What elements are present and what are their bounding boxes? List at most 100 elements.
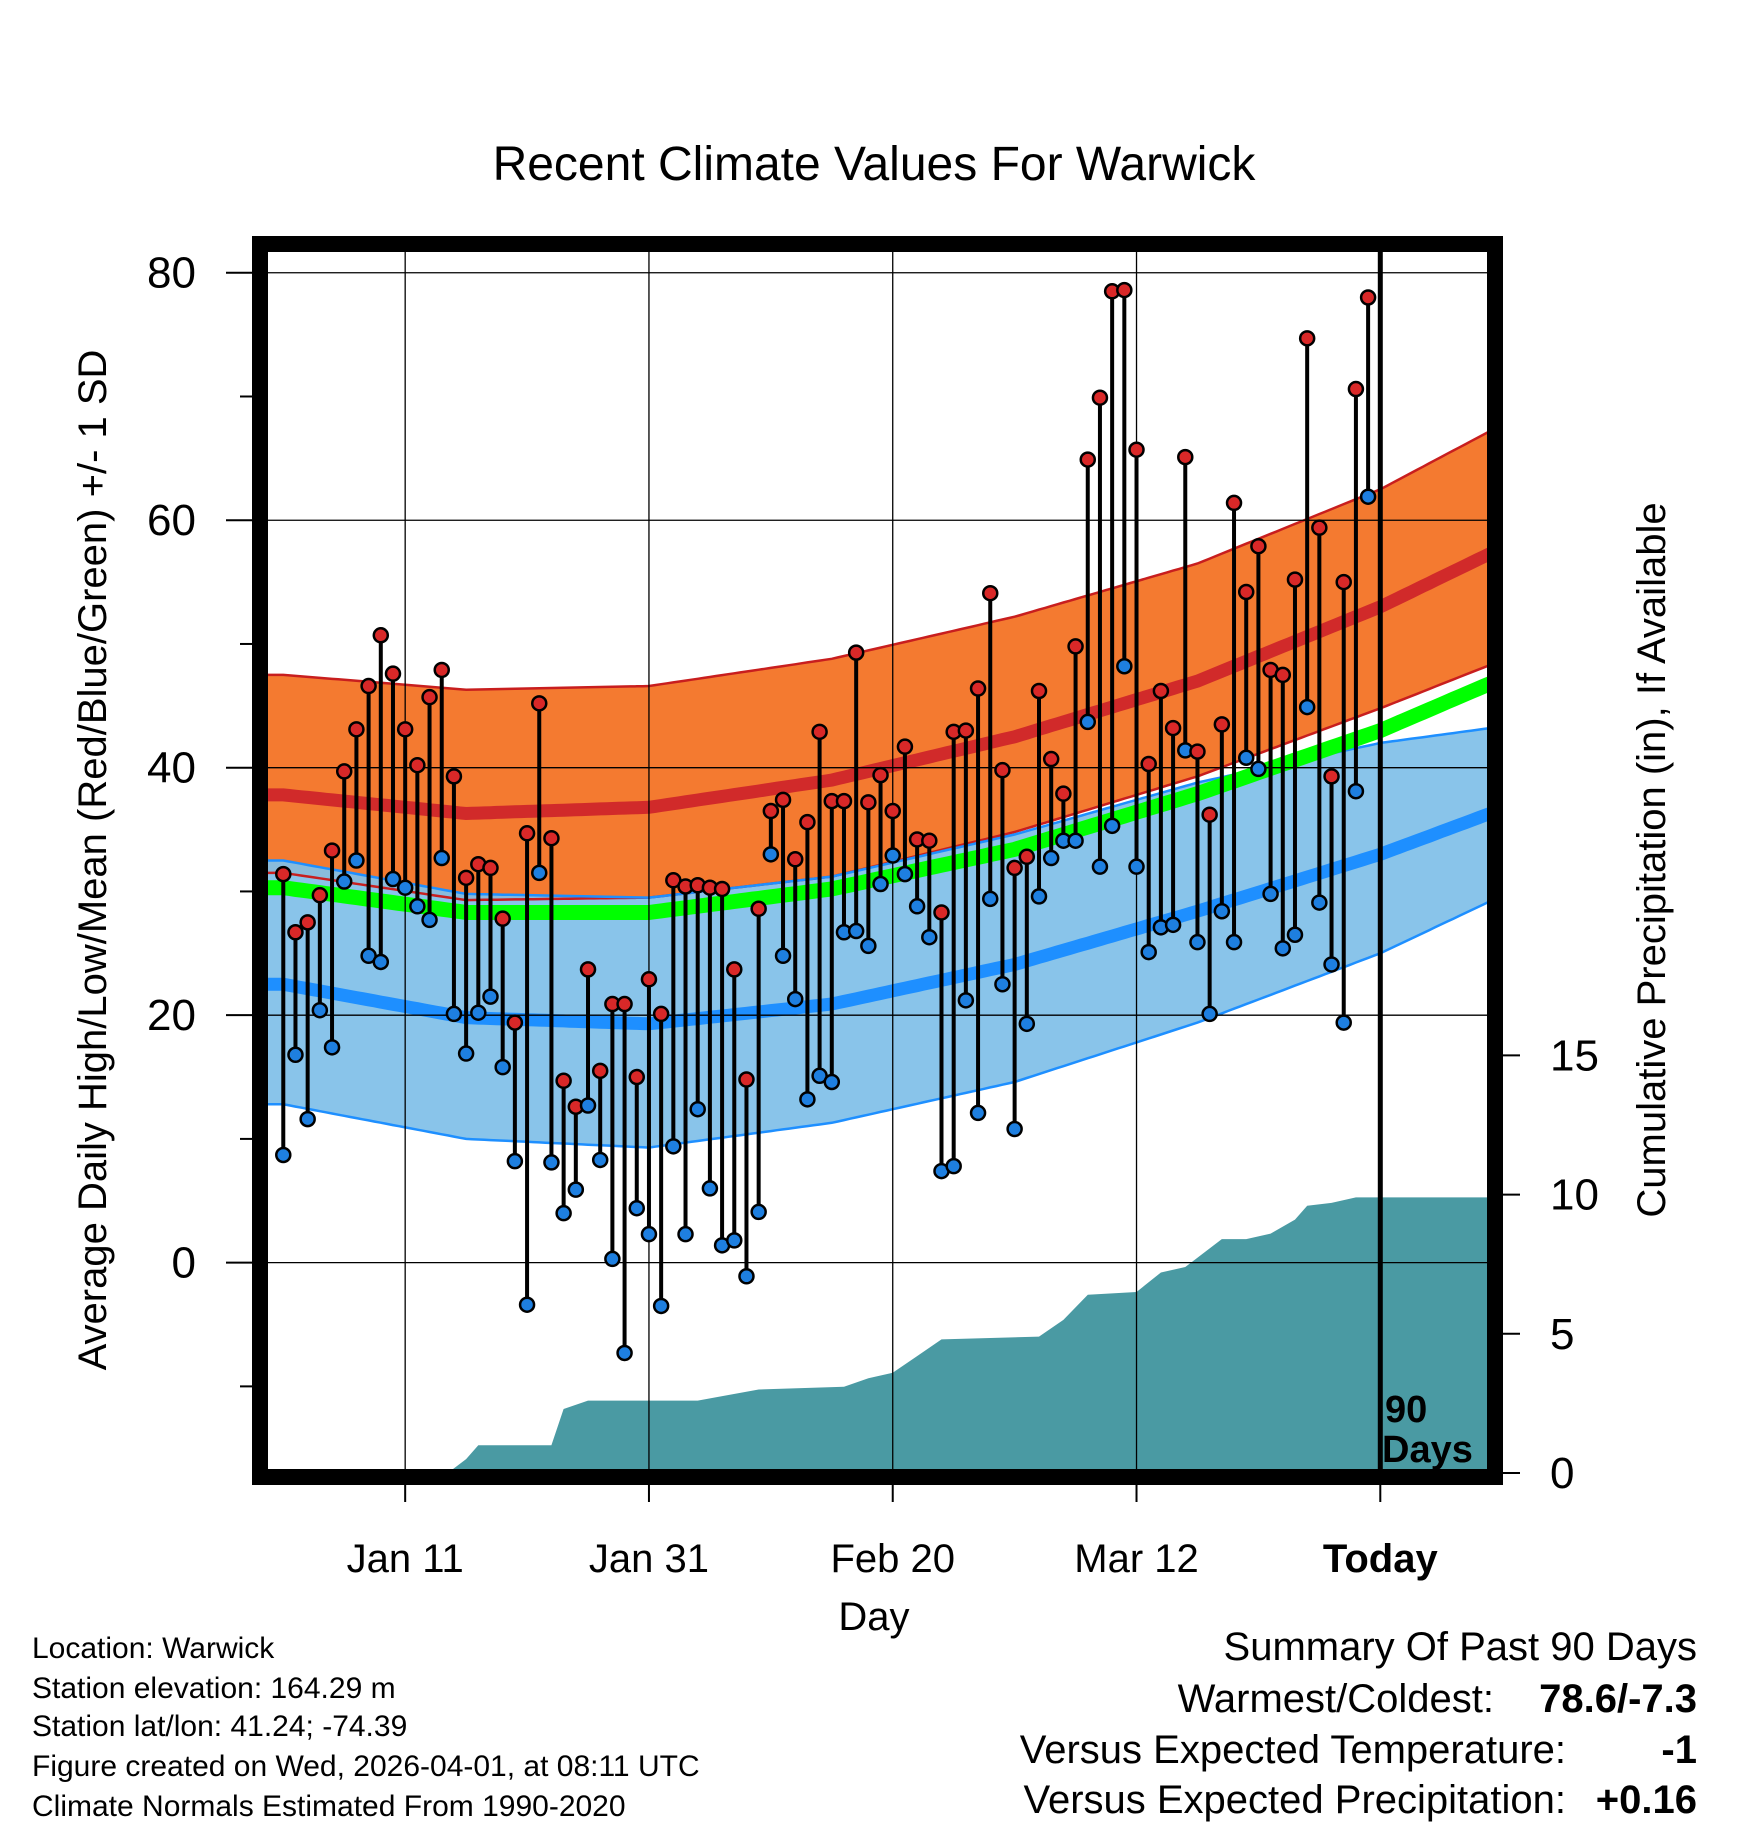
high-sd-band: [265, 431, 1490, 901]
y-tick-label: 40: [147, 744, 196, 793]
daily-low-point: [1140, 943, 1157, 961]
station-info: Location: Warwick Station elevation: 164…: [32, 1632, 700, 1823]
daily-low-point: [1128, 858, 1145, 875]
x-axis: Jan 11 Jan 31 Feb 20 Mar 12 Today: [347, 1483, 1438, 1581]
daily-low-point: [921, 928, 938, 946]
daily-high-point: [287, 924, 304, 941]
daily-low-point: [543, 1154, 560, 1171]
daily-low-point: [1103, 817, 1121, 835]
daily-high-point: [591, 1062, 609, 1080]
daily-low-point: [1018, 1015, 1036, 1033]
daily-low-point: [1030, 888, 1048, 905]
daily-high-point: [835, 792, 853, 810]
summary-precip-value: +0.16: [1596, 1778, 1697, 1822]
y-axis-title: Average Daily High/Low/Mean (Red/Blue/Gr…: [71, 350, 115, 1371]
daily-high-point: [348, 721, 365, 738]
daily-low-point: [1237, 749, 1255, 767]
daily-low-point: [945, 1157, 962, 1175]
daily-low-point: [275, 1146, 292, 1164]
daily-low-point: [518, 1296, 536, 1313]
y-tick-label: 80: [147, 249, 196, 298]
daily-high-point: [1225, 494, 1243, 512]
daily-high-point: [1152, 682, 1170, 700]
daily-low-point: [604, 1250, 621, 1268]
daily-high-point: [738, 1071, 755, 1088]
daily-low-point: [1189, 933, 1206, 951]
daily-low-point: [774, 947, 792, 965]
daily-high-point: [1323, 768, 1340, 785]
daily-high-point: [494, 910, 511, 927]
daily-low-point: [396, 879, 414, 896]
daily-high-point: [1030, 682, 1048, 700]
summary-temp-label: Versus Expected Temperature:: [1020, 1728, 1566, 1772]
y2-tick-label: 15: [1550, 1031, 1599, 1080]
daily-low-point: [1213, 902, 1231, 920]
daily-low-point: [786, 990, 804, 1008]
daily-high-point: [994, 761, 1011, 779]
daily-low-point: [506, 1152, 524, 1170]
daily-low-point: [762, 846, 780, 863]
daily-low-point: [311, 1001, 329, 1019]
daily-low-point: [616, 1344, 633, 1362]
daily-low-point: [348, 852, 365, 869]
daily-high-point: [396, 721, 414, 738]
daily-high-point: [579, 961, 597, 978]
daily-low-point: [421, 911, 438, 929]
low-lower-edge: [265, 900, 1490, 1149]
daily-high-point: [847, 644, 865, 661]
footer-created: Figure created on Wed, 2026-04-01, at 08…: [32, 1750, 700, 1783]
daily-low-point: [677, 1225, 694, 1243]
daily-high-point: [786, 851, 804, 868]
daily-high-point: [616, 995, 633, 1013]
daily-low-point: [1274, 940, 1292, 957]
daily-low-point: [1286, 926, 1304, 943]
daily-low-point: [701, 1180, 719, 1197]
summary-warm-cold-label: Warmest/Coldest:: [1178, 1677, 1494, 1721]
daily-high-point: [506, 1014, 524, 1031]
daily-high-point: [652, 1005, 670, 1023]
daily-high-point: [543, 829, 560, 847]
daily-high-point: [811, 723, 828, 741]
y-axis-left: 0 20 40 60 80: [147, 249, 254, 1388]
daily-high-point: [1359, 289, 1377, 306]
daily-low-point: [799, 1091, 816, 1108]
daily-low-point: [628, 1199, 646, 1217]
daily-low-point: [689, 1100, 706, 1118]
daily-high-point: [872, 766, 889, 784]
x-axis-title: Day: [838, 1595, 909, 1639]
x-tick-label: Feb 20: [830, 1537, 955, 1581]
daily-high-point: [1067, 638, 1084, 655]
daily-low-point: [750, 1203, 767, 1221]
daily-high-point: [1006, 859, 1023, 877]
daily-low-point: [1079, 713, 1097, 731]
daily-high-point: [421, 688, 438, 706]
daily-low-point: [1225, 933, 1243, 951]
y-axis-right: 0 5 10 15: [1500, 1031, 1599, 1498]
daily-high-point: [518, 825, 536, 842]
daily-high-point: [531, 695, 548, 712]
x-tick-label: Jan 11: [347, 1537, 464, 1581]
daily-low-point: [591, 1151, 609, 1169]
normal-low-line: [265, 807, 1490, 1031]
footer-normals: Climate Normals Estimated From 1990-2020: [32, 1790, 626, 1823]
daily-low-point: [1311, 894, 1328, 911]
daily-low-point: [531, 864, 548, 882]
daily-high-point: [933, 904, 950, 921]
daily-high-point: [774, 791, 792, 809]
plot-area: [265, 248, 1490, 1473]
daily-low-point: [1335, 1014, 1352, 1031]
daily-low-point: [1201, 1005, 1218, 1023]
y2-tick-label: 5: [1550, 1310, 1574, 1359]
daily-low-point: [335, 873, 353, 890]
daily-low-point: [445, 1005, 463, 1023]
daily-high-point: [1237, 583, 1255, 601]
chart-title: Recent Climate Values For Warwick: [493, 138, 1257, 191]
daily-high-point: [275, 865, 292, 883]
daily-high-point: [884, 802, 901, 820]
daily-low-point: [482, 988, 499, 1005]
daily-high-point: [1018, 848, 1036, 866]
daily-low-point: [372, 953, 390, 971]
daily-high-point: [1298, 330, 1316, 347]
daily-low-point: [823, 1073, 841, 1091]
